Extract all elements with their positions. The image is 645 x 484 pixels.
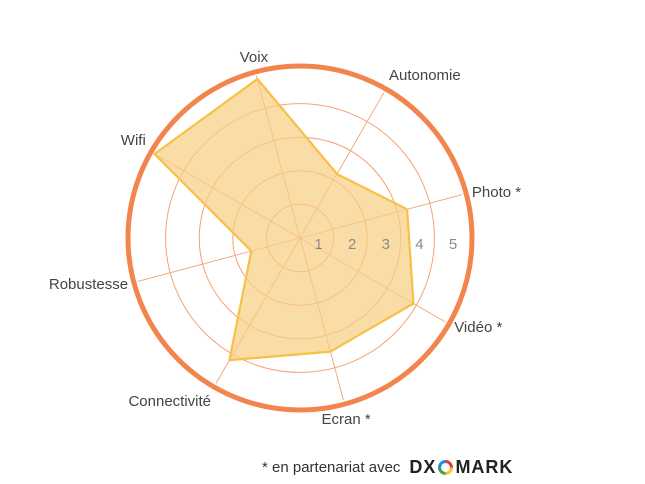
dxomark-logo-left: DX [409, 456, 437, 477]
tick-label-2: 2 [348, 236, 356, 253]
dxomark-ring-icon [438, 459, 454, 475]
axis-label-4: Ecran * [321, 411, 370, 428]
axis-label-3: Vidéo * [454, 319, 502, 336]
axis-label-8: Voix [240, 49, 269, 66]
footer: * en partenariat avec DX MARK [262, 456, 513, 478]
axis-label-5: Connectivité [128, 393, 211, 410]
grid-ring-4 [165, 103, 435, 373]
data-series-polygon [153, 77, 415, 362]
tick-label-5: 5 [449, 236, 457, 253]
axis-label-2: Photo * [472, 184, 521, 201]
axis-label-6: Robustesse [49, 276, 128, 293]
tick-label-1: 1 [314, 236, 322, 253]
outer-ring [125, 63, 475, 413]
axis-label-7: Wifi [121, 132, 146, 149]
tick-label-3: 3 [382, 236, 390, 253]
axis-label-1: Autonomie [389, 67, 461, 84]
dxomark-logo-right: MARK [455, 456, 514, 477]
dxomark-logo: DX MARK [409, 457, 513, 478]
footer-note: * en partenariat avec [262, 458, 401, 476]
tick-label-4: 4 [415, 236, 423, 253]
